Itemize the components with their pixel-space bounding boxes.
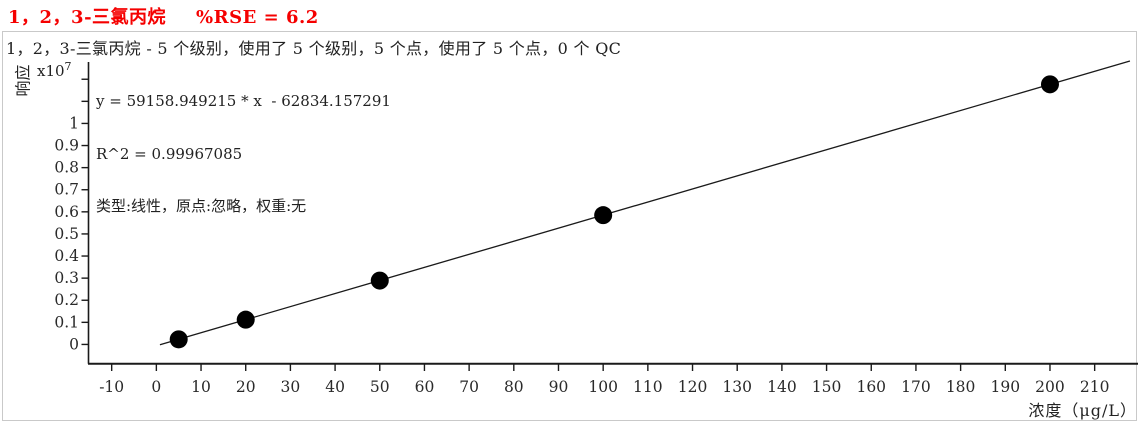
x-tick-label: 170 bbox=[901, 378, 931, 396]
x-tick-label: 130 bbox=[722, 378, 752, 396]
y-tick-label: 0.2 bbox=[54, 291, 79, 309]
y-axis-multiplier: x107 bbox=[37, 60, 72, 80]
y-tick-label: 0.6 bbox=[54, 203, 79, 221]
data-point bbox=[594, 206, 613, 225]
x-tick-label: 110 bbox=[633, 378, 663, 396]
y-tick-label: 0.5 bbox=[54, 225, 79, 243]
fit-r-squared: R^2 = 0.99967085 bbox=[96, 144, 243, 163]
x-tick-label: 190 bbox=[991, 378, 1021, 396]
fit-equation: y = 59158.949215 * x - 62834.157291 bbox=[96, 92, 391, 110]
x-tick-label: 10 bbox=[191, 378, 211, 396]
fit-type: 类型:线性，原点:忽略，权重:无 bbox=[96, 197, 307, 215]
chart-frame bbox=[2, 31, 1137, 421]
data-point bbox=[169, 330, 188, 349]
x-tick-label: 90 bbox=[549, 378, 569, 396]
y-tick-label: 0.4 bbox=[54, 247, 79, 265]
x-tick-label: 150 bbox=[812, 378, 842, 396]
x-tick-label: 80 bbox=[504, 378, 524, 396]
x-tick-label: 100 bbox=[588, 378, 618, 396]
y-tick-label: 0.8 bbox=[54, 159, 79, 177]
compound-title: 1，2，3-三氯丙烷 %RSE = 6.2 bbox=[8, 3, 319, 29]
x-tick-label: 50 bbox=[370, 378, 390, 396]
x-tick-label: 30 bbox=[281, 378, 301, 396]
y-tick-label: 0.3 bbox=[54, 269, 79, 287]
data-point bbox=[370, 271, 389, 290]
x-tick-label: 180 bbox=[946, 378, 976, 396]
rse-value: %RSE = 6.2 bbox=[196, 7, 319, 28]
x-tick-label: 20 bbox=[236, 378, 256, 396]
x-tick-label: -10 bbox=[99, 378, 124, 396]
x-tick-label: 120 bbox=[678, 378, 708, 396]
y-tick-label: 0.7 bbox=[54, 181, 79, 199]
x-tick-label: 70 bbox=[459, 378, 479, 396]
fit-equation-block: y = 59158.949215 * x - 62834.157291 R^2 … bbox=[96, 58, 391, 251]
y-tick-label: 0.9 bbox=[54, 137, 79, 155]
x-tick-label: 160 bbox=[856, 378, 886, 396]
x-tick-label: 60 bbox=[415, 378, 435, 396]
calibration-summary: 1，2，3-三氯丙烷 - 5 个级别，使用了 5 个级别，5 个点，使用了 5 … bbox=[6, 39, 622, 58]
x-tick-label: 40 bbox=[325, 378, 345, 396]
y-tick-label: 1 bbox=[69, 114, 79, 132]
data-point bbox=[1040, 75, 1059, 94]
y-tick-label: 0.1 bbox=[54, 313, 79, 331]
x-tick-label: 200 bbox=[1035, 378, 1065, 396]
y-tick-label: 0 bbox=[69, 335, 79, 353]
regression-line bbox=[159, 60, 1131, 346]
compound-name: 1，2，3-三氯丙烷 bbox=[8, 7, 167, 28]
x-axis-label: 浓度（μg/L） bbox=[1028, 401, 1137, 420]
x-tick-label: 140 bbox=[767, 378, 797, 396]
x-tick-label: 0 bbox=[151, 378, 161, 396]
x-tick-label: 210 bbox=[1080, 378, 1110, 396]
data-point bbox=[236, 310, 255, 329]
